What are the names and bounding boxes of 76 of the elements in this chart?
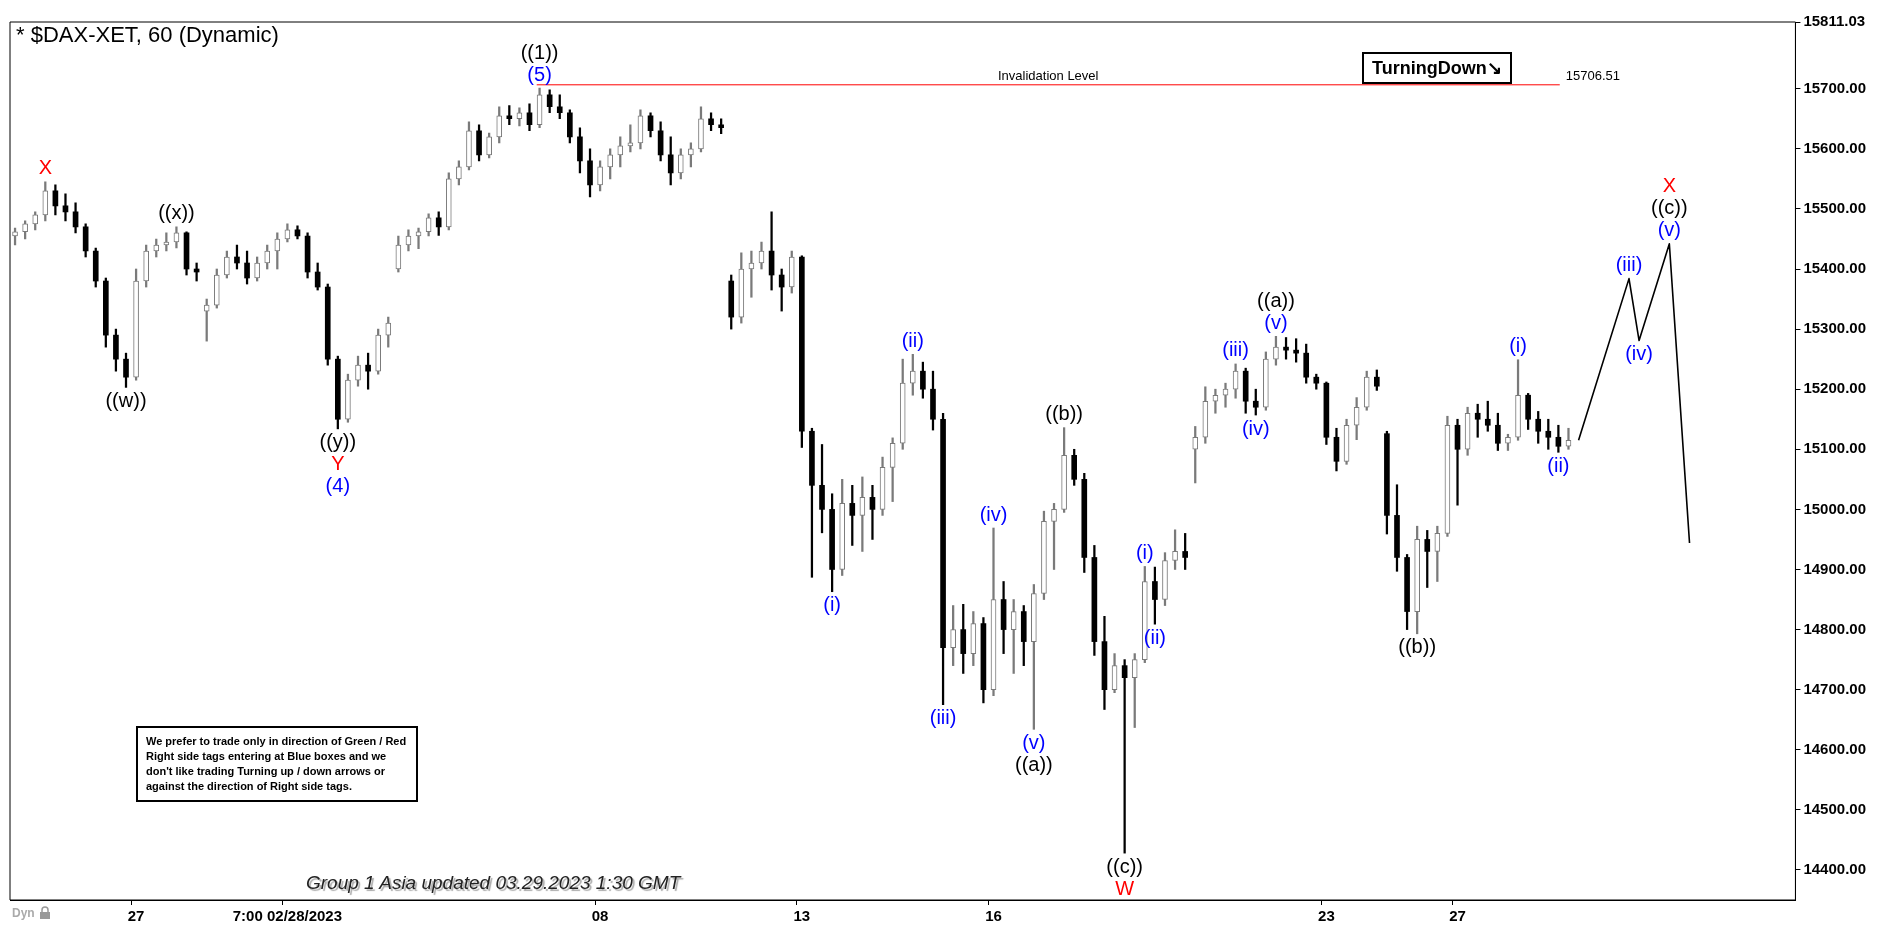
annotation: (v) — [1264, 310, 1288, 333]
annotation: (v) — [1022, 730, 1046, 753]
annotation: ((a)) — [1257, 288, 1295, 311]
candlestick — [415, 227, 422, 249]
annotation: 15706.51 — [1565, 67, 1620, 83]
annotation: (iii) — [1615, 253, 1643, 276]
candlestick — [1162, 552, 1168, 606]
candlestick — [698, 106, 704, 153]
y-tick-label: 15700.00 — [1803, 78, 1867, 96]
annotation: ((w)) — [105, 388, 147, 411]
annotation: (iv) — [979, 502, 1008, 525]
x-tick-label: 7:00 02/28/2023 — [232, 907, 343, 925]
annotation: ((c)) — [1651, 196, 1688, 219]
candlestick — [1051, 503, 1057, 570]
annotation: Y — [331, 452, 345, 475]
annotation: (5) — [527, 62, 552, 85]
x-tick-label: 27 — [127, 907, 145, 925]
y-tick-label: 15000.00 — [1803, 499, 1867, 517]
x-tick-label: 13 — [793, 907, 811, 925]
annotation: ((y)) — [319, 430, 357, 453]
y-tick-label: 15811.03 — [1803, 12, 1866, 30]
annotation: ((1)) — [520, 40, 559, 63]
y-tick-label: 15100.00 — [1803, 439, 1867, 457]
candlestick — [1505, 433, 1511, 451]
candlestick — [345, 373, 351, 423]
y-tick-label: 15200.00 — [1803, 379, 1867, 397]
x-tick-label: 23 — [1318, 907, 1335, 925]
y-tick-label: 15500.00 — [1803, 199, 1867, 217]
candlestick — [1041, 510, 1047, 600]
y-tick-label: 14700.00 — [1803, 679, 1867, 697]
annotation: Group 1 Asia updated 03.29.2023 1:30 GMT — [306, 872, 681, 894]
y-tick-label: 14500.00 — [1803, 800, 1867, 817]
candlestick — [12, 227, 18, 246]
candlestick — [355, 355, 361, 387]
annotation: (4) — [325, 474, 351, 497]
y-tick-label: 14600.00 — [1803, 739, 1867, 757]
annotation: ((c)) — [1106, 854, 1143, 877]
chart-title: * $DAX-XET, 60 (Dynamic) — [16, 22, 279, 48]
annotation: ((x)) — [158, 201, 195, 224]
annotation: (i) — [823, 593, 841, 616]
y-tick-label: 14900.00 — [1803, 559, 1867, 577]
candlestick — [466, 121, 472, 171]
annotation: ((b)) — [1045, 402, 1083, 425]
annotation: (i) — [1509, 334, 1527, 357]
annotation: (iv) — [1625, 342, 1653, 365]
y-tick-label: 14800.00 — [1803, 619, 1867, 637]
annotation: We prefer to trade only in direction of Green / Red Right side tags entering at Blue boxes and we don't like trading Turning up / down arrows or against the direction of Right side tags. — [136, 726, 418, 802]
y-tick-label: 14400.00 — [1803, 860, 1867, 878]
annotation: (iii) — [1222, 338, 1249, 361]
y-tick-label: 15400.00 — [1803, 259, 1867, 277]
annotation: ((b)) — [1398, 635, 1437, 658]
text: Dyn — [12, 906, 35, 920]
x-tick-label: 27 — [1449, 907, 1466, 925]
annotation: (ii) — [901, 328, 924, 351]
candlestick — [597, 160, 603, 192]
candlestick — [1273, 335, 1279, 366]
candlestick — [869, 485, 876, 540]
annotation: (iii) — [929, 706, 957, 729]
ref-line-label: Invalidation Level — [998, 67, 1099, 83]
x-tick-label: 16 — [985, 907, 1002, 925]
annotation: W — [1115, 876, 1135, 899]
annotation: X — [1662, 174, 1677, 197]
annotation: ((a)) — [1014, 752, 1053, 775]
candlestick — [1515, 359, 1521, 441]
x-tick-label: 08 — [591, 907, 609, 925]
y-tick-label: 15600.00 — [1803, 138, 1867, 156]
candlestick — [1172, 529, 1178, 570]
annotation: (i) — [1135, 540, 1154, 563]
annotation: (ii) — [1143, 625, 1167, 648]
annotation: X — [38, 156, 52, 179]
annotation: (iv) — [1241, 416, 1270, 439]
annotation: TurningDown↘ — [1362, 52, 1512, 84]
annotation: (v) — [1657, 218, 1682, 241]
y-tick-label: 15300.00 — [1803, 319, 1867, 337]
annotation: (ii) — [1547, 453, 1570, 476]
candlestick — [133, 268, 139, 381]
